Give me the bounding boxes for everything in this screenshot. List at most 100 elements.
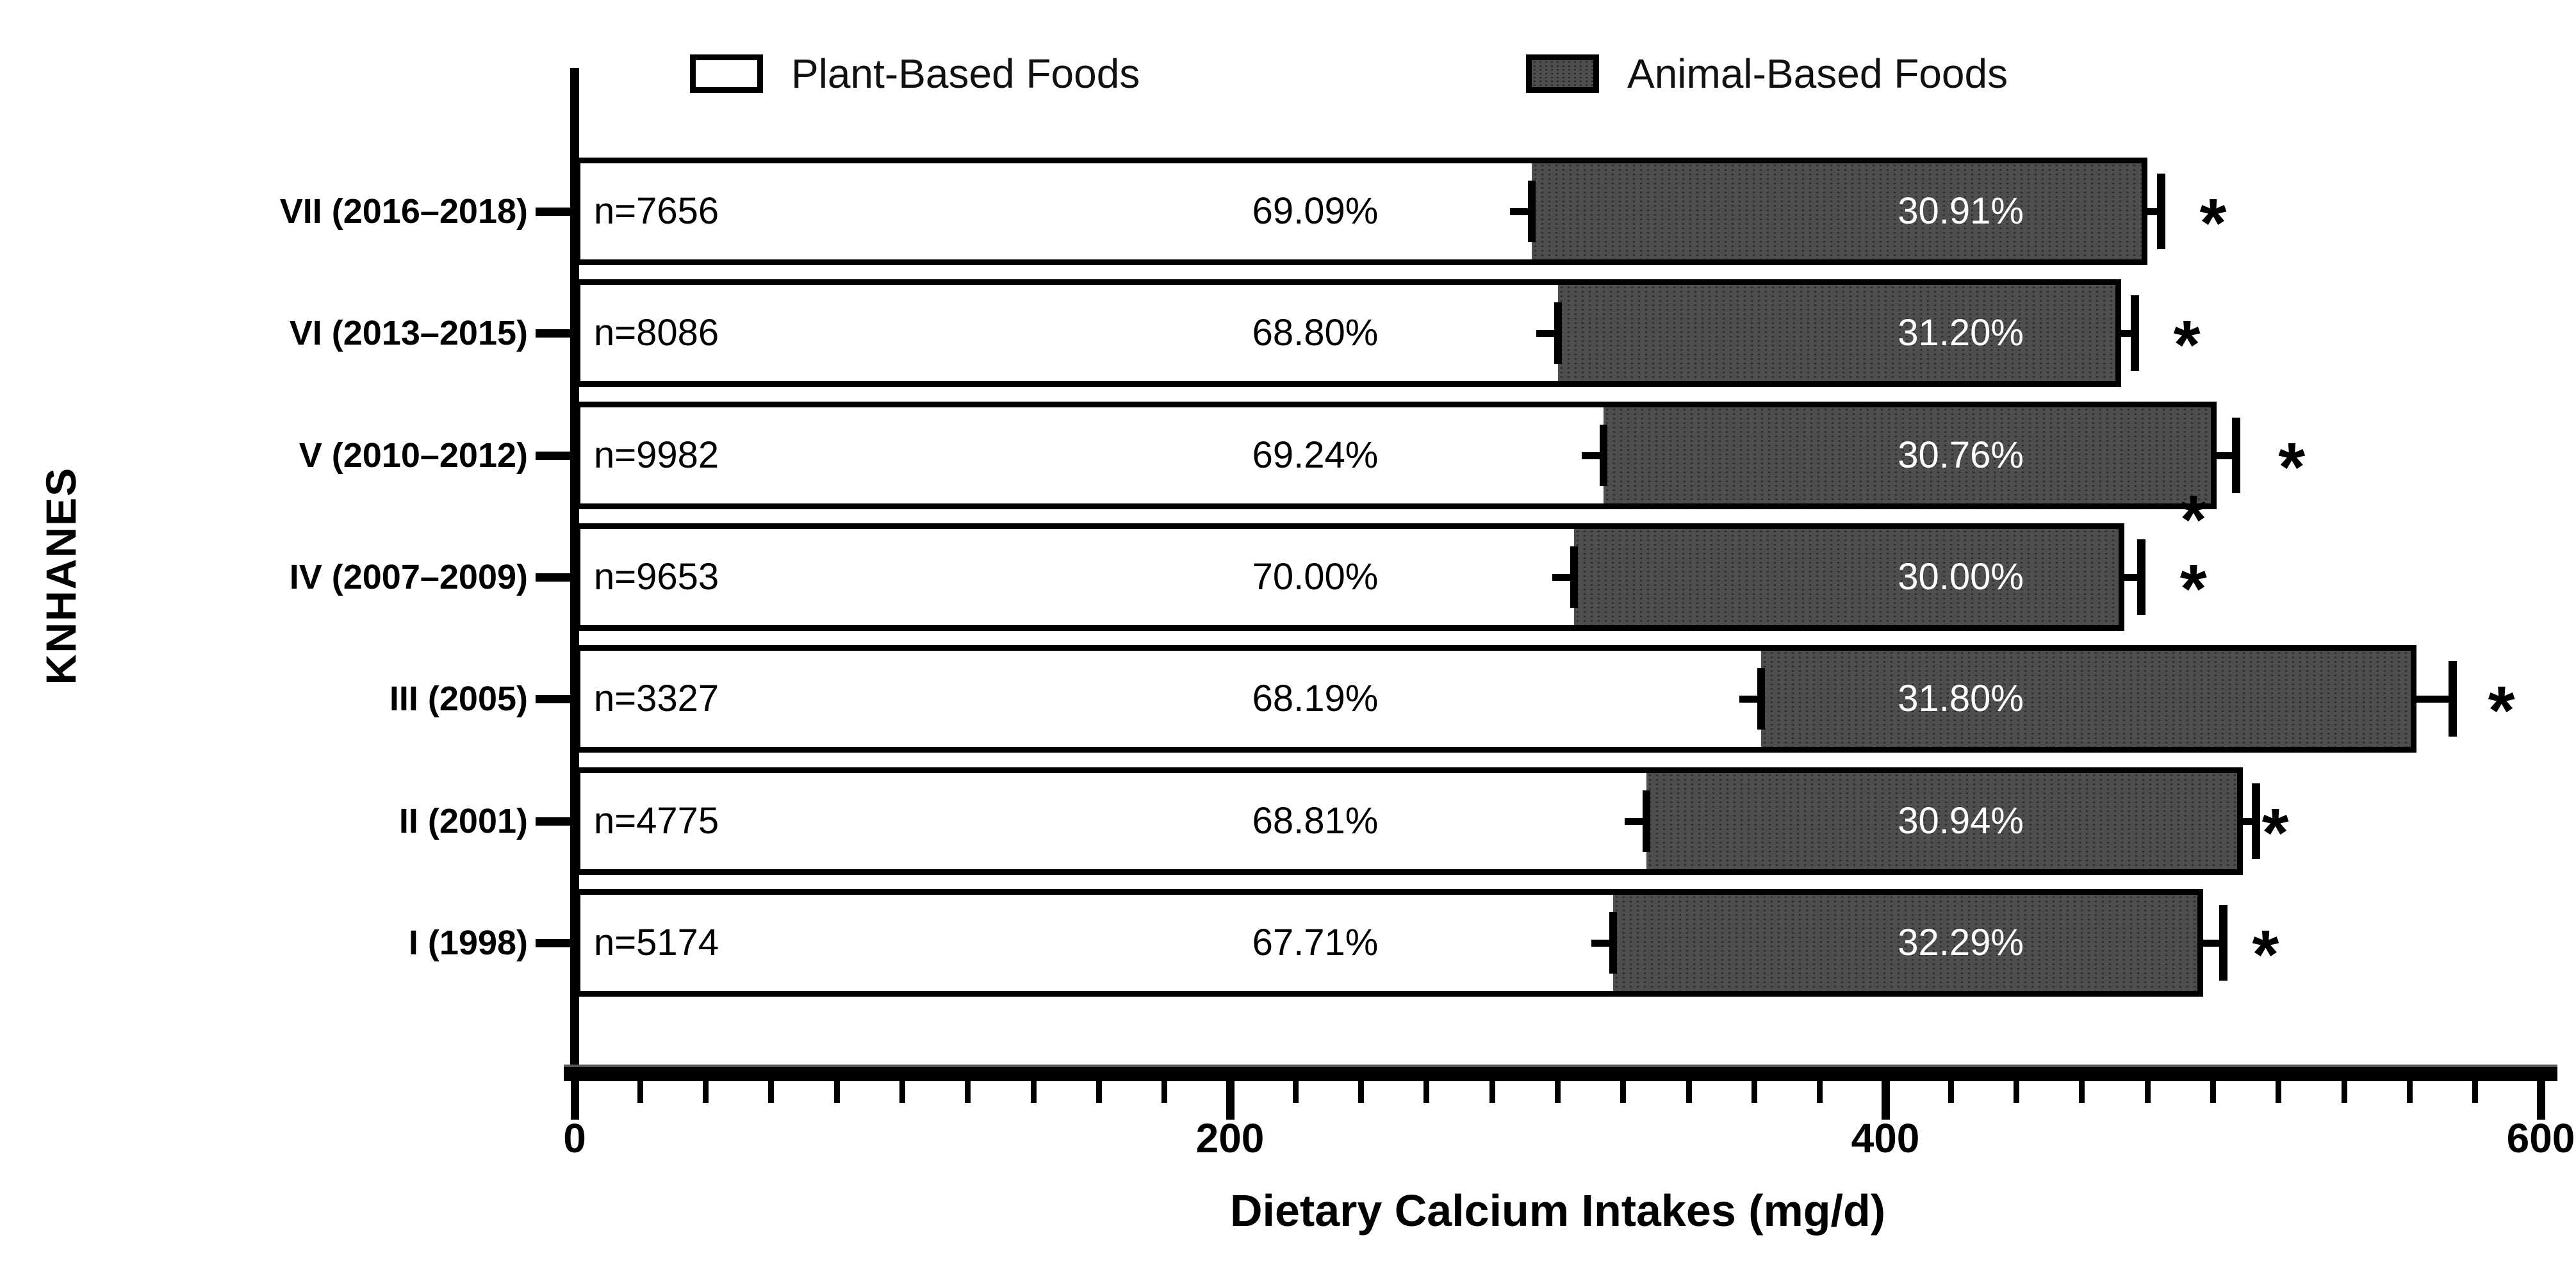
total-error-whisker (2119, 330, 2135, 338)
n-label: n=8086 (594, 312, 719, 354)
category-tick (536, 451, 573, 460)
plant-error-whisker (1624, 817, 1646, 825)
plant-pct-label: 68.19% (1252, 678, 1379, 720)
animal-pct-label: 31.80% (1898, 678, 2024, 720)
total-error-cap (2130, 295, 2139, 372)
x-tick-label: 0 (563, 1115, 586, 1161)
n-label: n=5174 (594, 921, 719, 963)
bar-row (575, 401, 2217, 509)
x-minor-tick (1423, 1079, 1430, 1103)
total-error-cap (2251, 783, 2260, 859)
x-minor-tick (833, 1079, 840, 1103)
category-tick (536, 938, 573, 947)
x-minor-tick (2014, 1079, 2020, 1103)
x-minor-tick (2079, 1079, 2085, 1103)
bar-row (575, 888, 2204, 997)
x-minor-tick (1555, 1079, 1561, 1103)
extra-significance-asterisk: * (2179, 480, 2207, 558)
animal-pct-label: 31.20% (1898, 312, 2024, 354)
x-minor-tick (1161, 1079, 1168, 1103)
plant-error-cap (1600, 424, 1608, 486)
total-error-whisker (2213, 452, 2236, 459)
x-minor-tick (1817, 1079, 1823, 1103)
animal-pct-label: 30.00% (1898, 555, 2024, 598)
x-tick-label: 600 (2506, 1115, 2575, 1161)
category-label: II (2001) (398, 801, 528, 840)
x-axis-title: Dietary Calcium Intakes (mg/d) (1229, 1186, 1886, 1236)
animal-pct-label: 30.76% (1898, 434, 2024, 476)
x-tick-label: 200 (1195, 1115, 1265, 1161)
total-error-cap (2156, 174, 2165, 249)
plant-pct-label: 69.09% (1252, 190, 1379, 232)
x-major-tick (2536, 1079, 2545, 1120)
plant-error-whisker (1591, 939, 1614, 947)
animal-pct-label: 32.29% (1898, 921, 2024, 963)
bar-row (575, 158, 2148, 265)
x-minor-tick (1095, 1079, 1102, 1103)
category-tick (536, 573, 573, 582)
category-tick (536, 817, 573, 826)
x-minor-tick (1751, 1079, 1757, 1103)
x-minor-tick (2276, 1079, 2282, 1103)
significance-asterisk: * (2261, 793, 2289, 871)
animal-segment (1604, 407, 2211, 503)
plant-error-cap (1527, 181, 1536, 242)
n-label: n=7656 (594, 190, 719, 232)
category-tick (536, 208, 573, 216)
significance-asterisk: * (2488, 671, 2515, 749)
total-error-cap (2219, 904, 2227, 981)
bar-row (575, 279, 2122, 388)
x-minor-tick (2472, 1079, 2479, 1103)
x-minor-tick (2341, 1079, 2347, 1103)
total-error-cap (2232, 417, 2241, 493)
animal-segment (1760, 651, 2411, 747)
x-tick-label: 400 (1851, 1115, 1920, 1161)
category-label: VII (2016–2018) (279, 192, 528, 231)
plant-error-whisker (1536, 330, 1558, 338)
significance-asterisk: * (2278, 427, 2306, 505)
x-minor-tick (2144, 1079, 2151, 1103)
x-minor-tick (1489, 1079, 1495, 1103)
category-label: VI (2013–2015) (289, 314, 528, 353)
x-minor-tick (1030, 1079, 1037, 1103)
x-major-tick (570, 1079, 579, 1120)
plant-error-cap (1642, 790, 1650, 852)
n-label: n=9653 (594, 555, 719, 598)
bar-row (575, 645, 2416, 753)
x-minor-tick (768, 1079, 775, 1103)
bar-row (575, 523, 2125, 631)
x-minor-tick (1292, 1079, 1299, 1103)
legend-swatch-animal (1526, 54, 1599, 93)
plant-error-whisker (1739, 696, 1761, 703)
n-label: n=4775 (594, 799, 719, 842)
plant-pct-label: 69.24% (1252, 434, 1379, 476)
animal-segment (1574, 528, 2119, 625)
x-minor-tick (1358, 1079, 1365, 1103)
total-error-whisker (2145, 208, 2161, 215)
animal-segment (1646, 772, 2237, 869)
category-label: III (2005) (389, 680, 528, 719)
animal-segment (1557, 285, 2116, 382)
n-label: n=9982 (594, 434, 719, 476)
x-minor-tick (703, 1079, 709, 1103)
total-error-whisker (2413, 696, 2452, 703)
plant-error-whisker (1552, 573, 1575, 581)
plant-pct-label: 68.81% (1252, 799, 1379, 842)
legend-label-animal: Animal-Based Foods (1627, 51, 2008, 97)
category-tick (536, 329, 573, 338)
plant-pct-label: 70.00% (1252, 555, 1379, 598)
category-label: I (1998) (408, 923, 528, 962)
total-error-whisker (2240, 817, 2256, 825)
plant-error-cap (1554, 302, 1562, 364)
plant-error-cap (1609, 911, 1618, 974)
x-minor-tick (2210, 1079, 2216, 1103)
significance-asterisk: * (2179, 549, 2207, 627)
animal-segment (1613, 894, 2198, 991)
bar-row (575, 767, 2243, 875)
total-error-cap (2137, 539, 2145, 615)
x-minor-tick (1620, 1079, 1627, 1103)
x-minor-tick (2406, 1079, 2413, 1103)
x-major-tick (1226, 1079, 1235, 1120)
animal-segment (1531, 163, 2142, 259)
